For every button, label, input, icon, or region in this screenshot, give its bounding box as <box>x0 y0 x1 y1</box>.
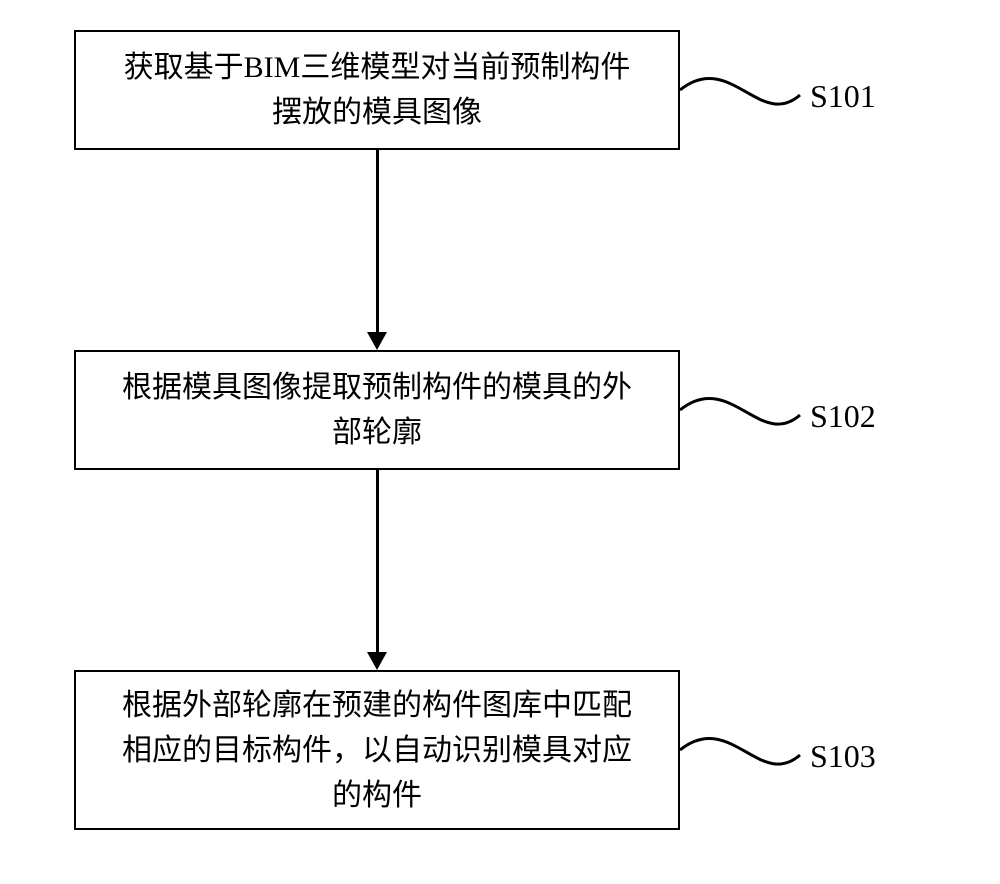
flowchart-box-3: 根据外部轮廓在预建的构件图库中匹配 相应的目标构件，以自动识别模具对应 的构件 <box>74 670 680 830</box>
flowchart-container: 获取基于BIM三维模型对当前预制构件 摆放的模具图像 S101 根据模具图像提取… <box>0 0 1000 884</box>
label-s101: S101 <box>810 78 876 115</box>
box-2-text: 根据模具图像提取预制构件的模具的外 部轮廓 <box>122 365 632 455</box>
box-1-text: 获取基于BIM三维模型对当前预制构件 摆放的模具图像 <box>124 45 631 135</box>
label-s102: S102 <box>810 398 876 435</box>
flowchart-box-1: 获取基于BIM三维模型对当前预制构件 摆放的模具图像 <box>74 30 680 150</box>
label-s103: S103 <box>810 738 876 775</box>
flowchart-box-2: 根据模具图像提取预制构件的模具的外 部轮廓 <box>74 350 680 470</box>
box-3-text: 根据外部轮廓在预建的构件图库中匹配 相应的目标构件，以自动识别模具对应 的构件 <box>122 683 632 818</box>
